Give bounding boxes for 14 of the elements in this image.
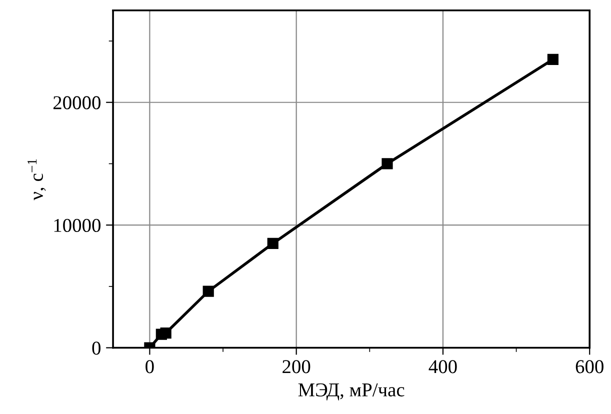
- y-axis-title: ν, с$^{−1}$: [28, 159, 46, 200]
- x-axis-title: МЭД, мР/час: [298, 383, 404, 400]
- y-tick-label: 0: [92, 342, 100, 355]
- point: [382, 158, 393, 170]
- x-tick-label: 200: [282, 360, 310, 374]
- y-tick-label: 10000: [54, 218, 100, 232]
- point: [547, 54, 559, 65]
- x-tick-label: 400: [428, 360, 457, 374]
- x-tick-label: 600: [576, 360, 604, 374]
- point: [202, 286, 214, 297]
- point: [160, 327, 172, 339]
- x-tick-label: 0: [146, 360, 154, 374]
- y-tick-label: 20000: [53, 96, 100, 110]
- point: [267, 238, 278, 250]
